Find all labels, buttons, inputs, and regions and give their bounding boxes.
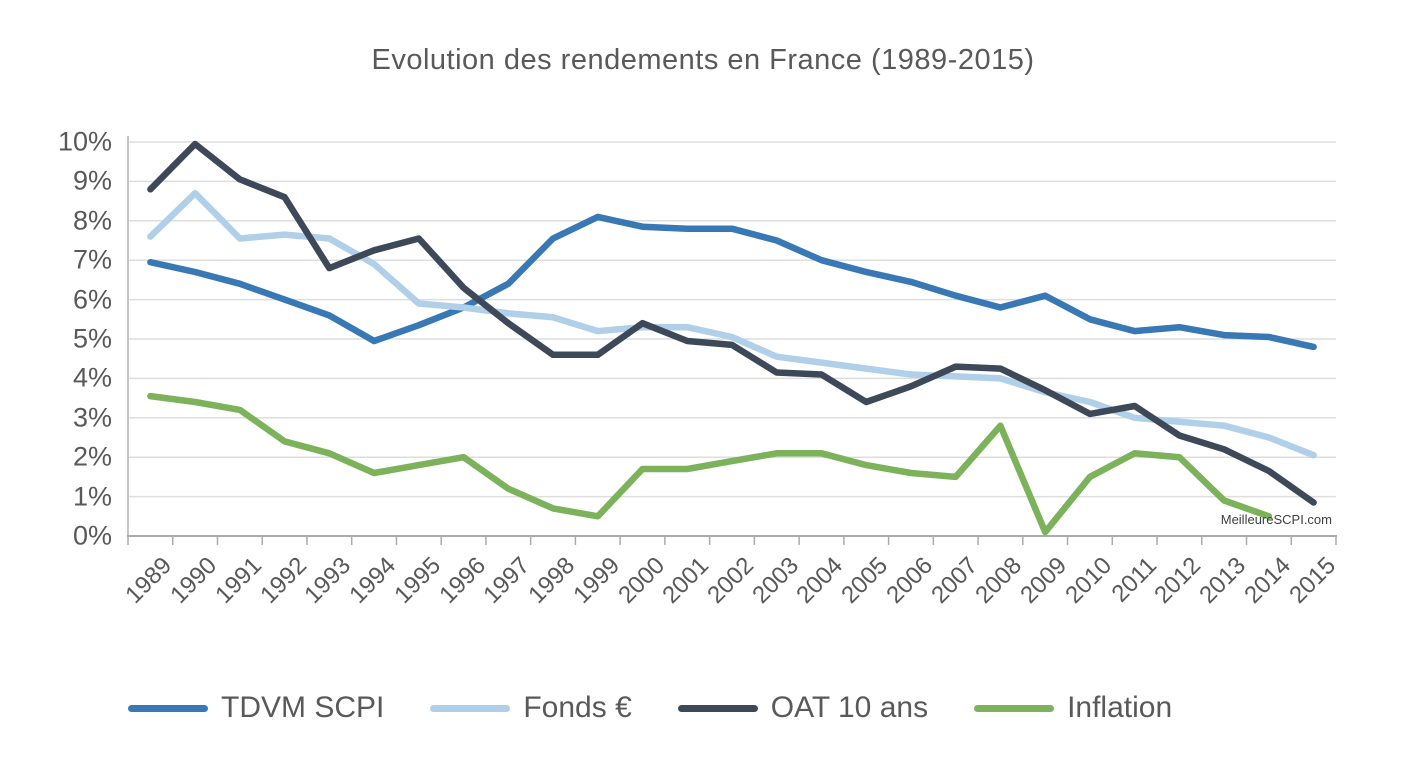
series-line-tdvm bbox=[147, 213, 1317, 351]
y-tick-label: 10% bbox=[57, 126, 112, 157]
legend-swatch-oat bbox=[677, 704, 758, 712]
legend-item: OAT 10 ans bbox=[677, 691, 929, 725]
y-tick-label: 1% bbox=[72, 481, 112, 512]
y-tick-label: 4% bbox=[72, 362, 112, 393]
legend-item: Inflation bbox=[974, 691, 1172, 725]
y-tick-label: 0% bbox=[72, 520, 112, 551]
y-tick-label: 5% bbox=[72, 323, 112, 354]
legend-swatch-inflation bbox=[974, 704, 1055, 712]
legend-item: TDVM SCPI bbox=[128, 691, 384, 725]
watermark: MeilleureSCPI.com bbox=[1220, 512, 1332, 527]
series-line-inflation bbox=[147, 392, 1273, 536]
y-tick-label: 7% bbox=[72, 244, 112, 275]
legend-swatch-fonds bbox=[430, 704, 511, 712]
y-tick-label: 9% bbox=[72, 165, 112, 196]
chart-title: Evolution des rendements en France (1989… bbox=[371, 44, 1035, 76]
series-line-oat bbox=[147, 140, 1317, 506]
legend-item: Fonds € bbox=[430, 691, 632, 725]
legend-label: Fonds € bbox=[523, 691, 632, 724]
legend-swatch-tdvm bbox=[128, 704, 208, 712]
y-tick-label: 2% bbox=[72, 441, 112, 472]
y-tick-label: 8% bbox=[72, 205, 112, 236]
y-tick-label: 3% bbox=[72, 402, 112, 433]
chart-legend: TDVM SCPI Fonds € OAT 10 ans Inflation bbox=[128, 691, 1172, 725]
series-line-fonds bbox=[147, 189, 1317, 459]
legend-label: TDVM SCPI bbox=[221, 691, 385, 724]
y-tick-label: 6% bbox=[72, 284, 112, 315]
legend-label: OAT 10 ans bbox=[770, 691, 929, 724]
legend-label: Inflation bbox=[1067, 691, 1173, 724]
